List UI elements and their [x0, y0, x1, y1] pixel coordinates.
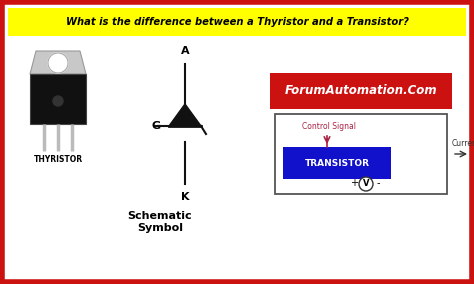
FancyBboxPatch shape: [2, 2, 472, 282]
Text: ForumAutomation.Com: ForumAutomation.Com: [285, 85, 438, 97]
Text: V: V: [363, 179, 369, 189]
Text: -: -: [376, 178, 380, 188]
FancyBboxPatch shape: [270, 73, 452, 109]
Text: +: +: [350, 178, 358, 188]
Text: THYRISTOR: THYRISTOR: [34, 154, 82, 164]
Text: K: K: [181, 192, 189, 202]
FancyBboxPatch shape: [8, 8, 466, 36]
Text: What is the difference between a Thyristor and a Transistor?: What is the difference between a Thyrist…: [65, 17, 409, 27]
FancyBboxPatch shape: [283, 147, 391, 179]
Circle shape: [48, 53, 68, 73]
Circle shape: [53, 96, 63, 106]
Text: Symbol: Symbol: [137, 223, 183, 233]
FancyBboxPatch shape: [30, 74, 86, 124]
Text: G: G: [152, 121, 161, 131]
Text: Control Signal: Control Signal: [302, 122, 356, 131]
Text: A: A: [181, 46, 189, 56]
Text: Current: Current: [452, 139, 474, 148]
Polygon shape: [30, 51, 86, 74]
Circle shape: [359, 177, 373, 191]
Polygon shape: [169, 104, 201, 126]
Text: Schematic: Schematic: [128, 211, 192, 221]
Text: TRANSISTOR: TRANSISTOR: [304, 158, 370, 168]
